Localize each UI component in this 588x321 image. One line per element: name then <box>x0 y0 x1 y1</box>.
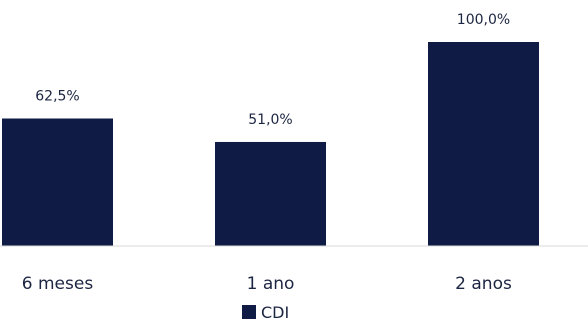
data-label-2-anos: 100,0% <box>457 12 510 28</box>
data-label-6-meses: 62,5% <box>35 89 79 105</box>
legend: CDI <box>242 303 289 321</box>
tick-label-1-ano: 1 ano <box>247 274 295 294</box>
bar-1-ano <box>215 141 326 246</box>
data-label-1-ano: 51,0% <box>248 112 292 128</box>
bars <box>2 42 539 246</box>
x-axis-tick-labels: 6 meses 1 ano 2 anos <box>22 274 512 294</box>
legend-label-cdi: CDI <box>261 303 289 321</box>
tick-label-2-anos: 2 anos <box>455 274 512 294</box>
data-labels: 62,5% 51,0% 100,0% <box>35 12 510 128</box>
legend-swatch <box>242 305 256 319</box>
bar-2-anos <box>428 42 539 246</box>
tick-label-6-meses: 6 meses <box>22 274 94 294</box>
bar-6-meses <box>2 118 113 246</box>
